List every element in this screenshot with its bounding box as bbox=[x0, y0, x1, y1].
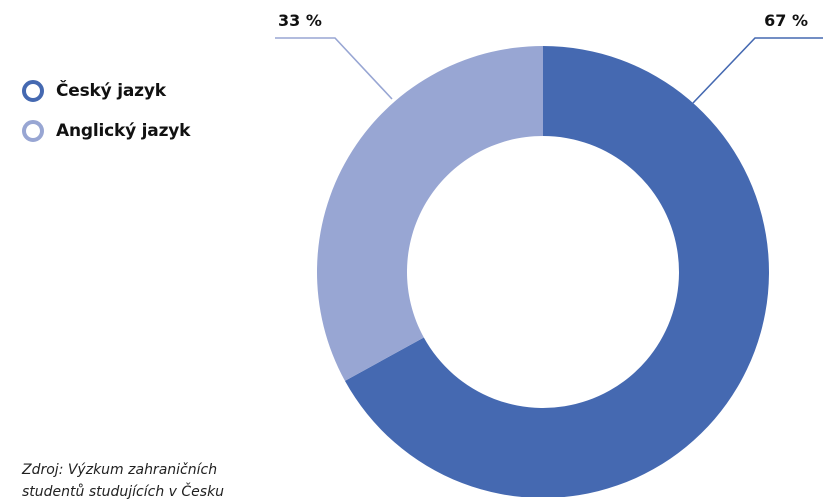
legend-item-cesky-jazyk[interactable]: Český jazyk bbox=[22, 78, 190, 104]
leader-line-cesky-jazyk bbox=[692, 37, 823, 104]
legend-marker-cesky-jazyk bbox=[22, 80, 44, 102]
source-note: Zdroj: Výzkum zahraničních studentů stud… bbox=[22, 459, 224, 503]
data-label-anglicky-jazyk: 33 % bbox=[278, 11, 322, 30]
leader-line-anglicky-jazyk bbox=[275, 37, 393, 100]
legend-marker-anglicky-jazyk bbox=[22, 120, 44, 142]
source-line-2: studentů studujících v Česku bbox=[22, 484, 225, 500]
legend-label-cesky-jazyk: Český jazyk bbox=[56, 81, 166, 101]
data-label-cesky-jazyk: 67 % bbox=[764, 11, 808, 30]
source-line-1: Zdroj: Výzkum zahraničních bbox=[22, 462, 218, 478]
slices-group bbox=[316, 46, 769, 497]
data-labels: 67 % 33 % bbox=[278, 11, 808, 30]
slice-cesky-jazyk[interactable] bbox=[344, 46, 769, 497]
slice-anglicky-jazyk[interactable] bbox=[316, 46, 543, 381]
legend-label-anglicky-jazyk: Anglický jazyk bbox=[56, 121, 191, 141]
leader-lines bbox=[275, 37, 823, 104]
legend-item-anglicky-jazyk[interactable]: Anglický jazyk bbox=[22, 118, 190, 144]
legend: Český jazyk Anglický jazyk bbox=[22, 78, 190, 158]
